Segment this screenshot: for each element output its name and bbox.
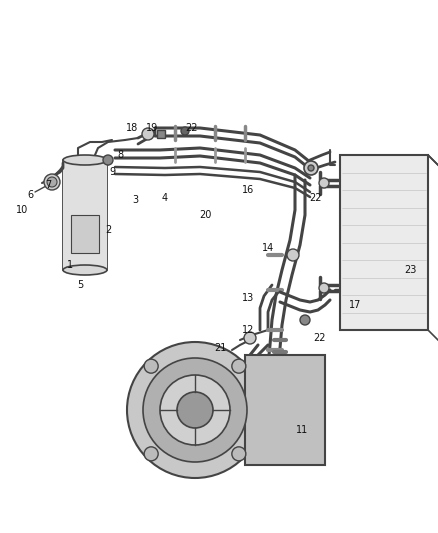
Bar [245, 355, 325, 465]
Ellipse shape [63, 265, 107, 275]
Text: 21: 21 [214, 343, 226, 353]
Circle shape [181, 127, 189, 135]
Circle shape [143, 358, 247, 462]
Circle shape [142, 128, 154, 140]
Text: 23: 23 [404, 265, 416, 275]
Circle shape [44, 174, 60, 190]
Circle shape [144, 359, 158, 373]
Circle shape [127, 342, 263, 478]
Text: 1: 1 [67, 260, 73, 270]
Text: 4: 4 [162, 193, 168, 203]
Circle shape [319, 283, 329, 293]
Text: 11: 11 [296, 425, 308, 435]
Circle shape [47, 177, 57, 187]
Circle shape [144, 447, 158, 461]
Circle shape [244, 332, 256, 344]
Text: 22: 22 [309, 193, 321, 203]
Text: 10: 10 [16, 205, 28, 215]
Text: 22: 22 [314, 333, 326, 343]
Circle shape [160, 375, 230, 445]
Text: 7: 7 [45, 180, 51, 190]
Text: 12: 12 [242, 325, 254, 335]
Bar [63, 160, 107, 270]
Circle shape [232, 359, 246, 373]
Text: 3: 3 [132, 195, 138, 205]
Circle shape [304, 161, 318, 175]
Circle shape [232, 447, 246, 461]
Ellipse shape [63, 155, 107, 165]
Circle shape [300, 315, 310, 325]
Text: 18: 18 [126, 123, 138, 133]
Text: 17: 17 [349, 300, 361, 310]
Text: 16: 16 [242, 185, 254, 195]
Text: 13: 13 [242, 293, 254, 303]
Circle shape [308, 165, 314, 171]
Text: 6: 6 [27, 190, 33, 200]
Circle shape [177, 392, 213, 428]
Text: 9: 9 [109, 167, 115, 177]
Bar [340, 155, 428, 330]
Circle shape [103, 155, 113, 165]
Bar [157, 130, 165, 138]
Text: 14: 14 [262, 243, 274, 253]
Text: 20: 20 [199, 210, 211, 220]
Circle shape [287, 249, 299, 261]
Text: 2: 2 [105, 225, 111, 235]
Bar [71, 215, 99, 253]
Text: 5: 5 [77, 280, 83, 290]
Text: 8: 8 [117, 150, 123, 160]
Text: 19: 19 [146, 123, 158, 133]
Circle shape [319, 178, 329, 188]
Text: 22: 22 [186, 123, 198, 133]
